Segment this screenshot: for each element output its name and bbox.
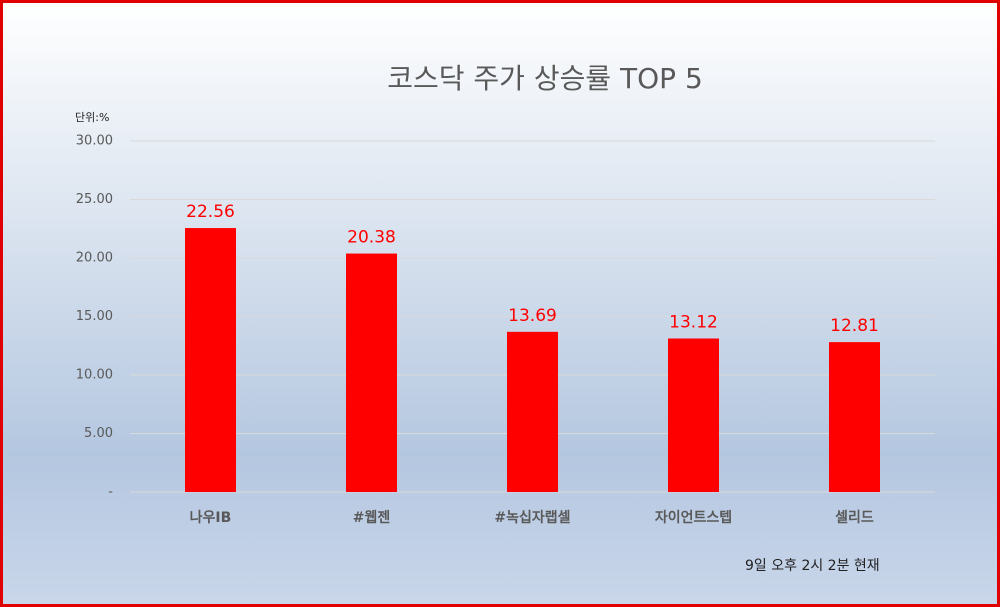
data-label: 13.69 xyxy=(508,306,557,326)
data-label: 13.12 xyxy=(669,312,718,332)
x-tick-label: 셀리드 xyxy=(835,510,874,526)
y-tick-label: - xyxy=(108,485,113,500)
x-tick-label: #녹십자랩셀 xyxy=(494,510,570,526)
y-tick-label: 20.00 xyxy=(76,251,113,266)
bar xyxy=(829,342,880,492)
bar xyxy=(668,338,719,492)
unit-label: 단위:% xyxy=(75,111,109,124)
x-tick-label: 나우IB xyxy=(190,510,232,526)
note: 9일 오후 2시 2분 현재 xyxy=(745,558,880,574)
bar xyxy=(346,253,397,492)
y-tick-label: 25.00 xyxy=(76,192,113,207)
data-label: 22.56 xyxy=(186,202,235,222)
data-label: 20.38 xyxy=(347,228,396,248)
x-tick-label: #웹젠 xyxy=(353,510,391,526)
chart-title: 코스닥 주가 상승률 TOP 5 xyxy=(387,62,703,95)
data-label: 12.81 xyxy=(830,316,879,336)
y-tick-label: 10.00 xyxy=(76,368,113,383)
bar xyxy=(185,228,236,492)
y-tick-label: 15.00 xyxy=(76,309,113,324)
x-tick-label: 자이언트스텝 xyxy=(655,509,732,526)
y-tick-label: 30.00 xyxy=(76,134,113,149)
y-tick-label: 5.00 xyxy=(84,426,113,441)
bar xyxy=(507,331,558,492)
